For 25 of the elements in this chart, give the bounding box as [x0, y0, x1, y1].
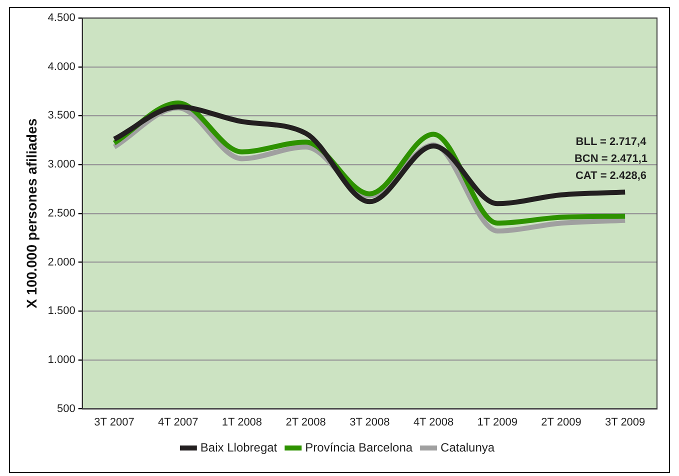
y-tick-label: 4.500 [48, 12, 76, 24]
annotation: BCN = 2.471,1 [574, 153, 648, 166]
x-tick-label: 4T 2007 [158, 416, 198, 428]
x-tick-label: 1T 2008 [222, 416, 262, 428]
x-tick-label: 4T 2008 [413, 416, 454, 428]
y-tick-label: 2.500 [48, 207, 76, 220]
x-tick-label: 2T 2009 [541, 416, 582, 428]
y-tick-label: 1.000 [48, 354, 76, 366]
legend-label: Catalunya [440, 440, 495, 454]
annotation: CAT = 2.428,6 [575, 170, 647, 182]
y-tick-label: 2.000 [48, 256, 76, 268]
y-tick-label: 3.000 [48, 158, 76, 171]
y-tick-label: 3.500 [48, 110, 76, 122]
y-axis-title: X 100.000 persones afiliades [23, 118, 40, 308]
x-tick-label: 3T 2009 [604, 416, 646, 428]
x-tick-label: 1T 2009 [477, 416, 518, 428]
x-tick-label: 3T 2008 [350, 416, 390, 428]
x-tick-label: 2T 2008 [286, 416, 326, 428]
y-tick-label: 4.000 [48, 60, 76, 73]
annotation: BLL = 2.717,4 [576, 136, 648, 148]
legend-label: Província Barcelona [305, 440, 413, 454]
y-tick-label: 500 [56, 402, 76, 415]
y-tick-label: 1.500 [48, 305, 76, 318]
legend-label: Baix Llobregat [200, 440, 278, 454]
x-tick-label: 3T 2007 [94, 416, 134, 428]
